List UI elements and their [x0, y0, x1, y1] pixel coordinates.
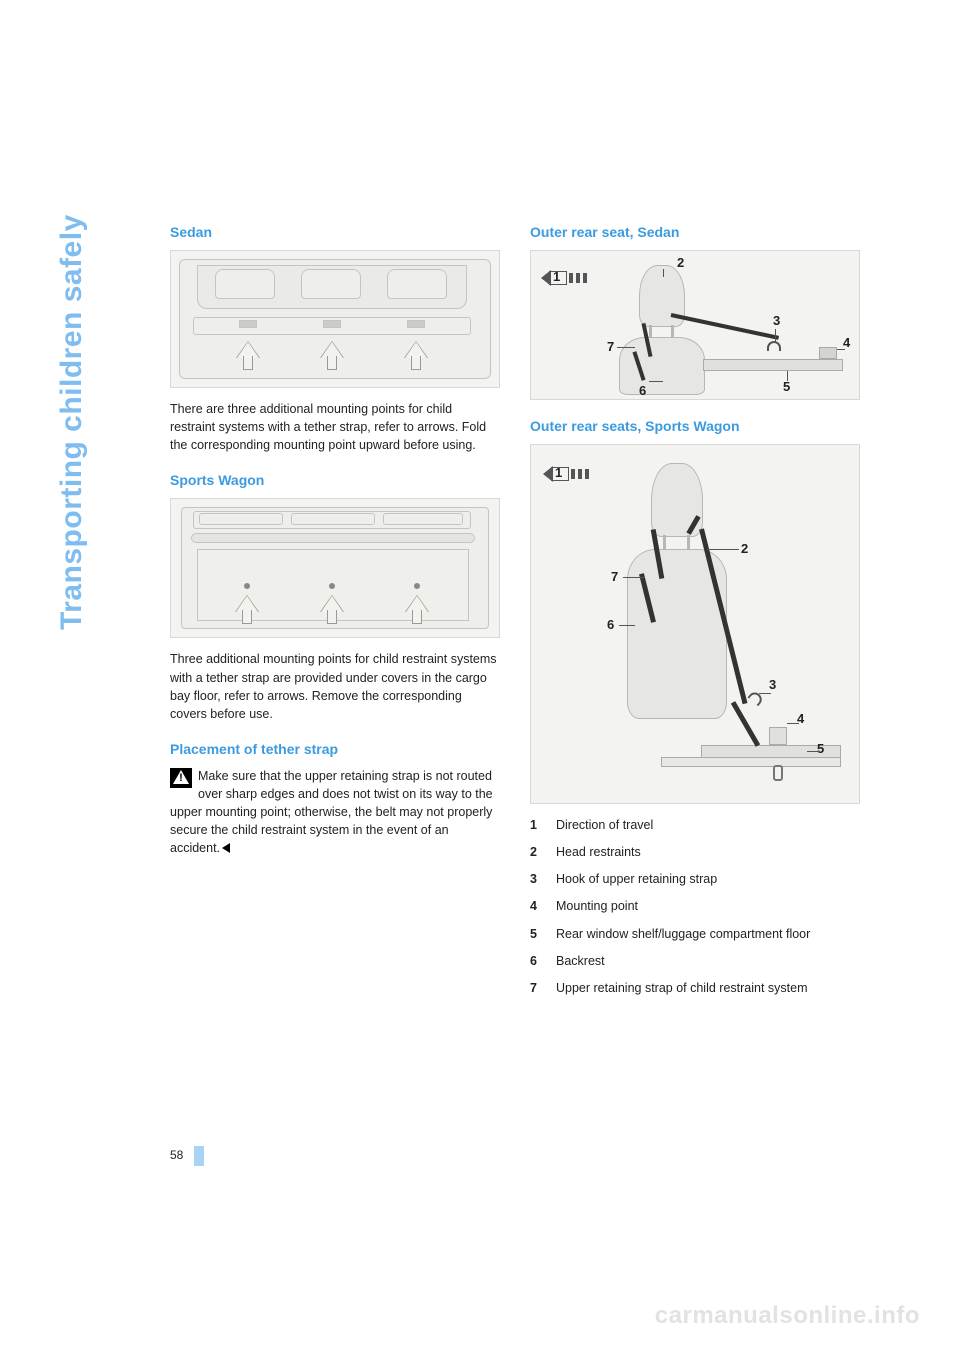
list-item: 4Mounting point — [530, 897, 860, 915]
callout-w1: 1 — [555, 465, 562, 480]
right-column: Outer rear seat, Sedan — [530, 224, 860, 1006]
callout-3: 3 — [773, 313, 780, 328]
warning-block: Make sure that the upper retaining strap… — [170, 767, 500, 858]
heading-outer-sedan: Outer rear seat, Sedan — [530, 224, 860, 240]
content-area: Sedan — [170, 224, 860, 1006]
callout-7: 7 — [607, 339, 614, 354]
callout-legend: 1Direction of travel 2Head restraints 3H… — [530, 816, 860, 1006]
callout-6: 6 — [639, 383, 646, 398]
warning-icon — [170, 768, 192, 788]
page-number: 58 — [170, 1148, 183, 1162]
left-column: Sedan — [170, 224, 500, 1006]
list-item: 3Hook of upper retaining strap — [530, 870, 860, 888]
callout-w3: 3 — [769, 677, 776, 692]
list-item: 7Upper retaining strap of child restrain… — [530, 979, 860, 997]
heading-sedan: Sedan — [170, 224, 500, 240]
figure-tether-sedan: 1 2 3 4 5 6 7 — [530, 250, 860, 400]
heading-outer-wagon: Outer rear seats, Sports Wagon — [530, 418, 860, 434]
figure-tether-wagon: 1 2 3 4 5 6 7 — [530, 444, 860, 804]
text-placement: Make sure that the upper retaining strap… — [170, 769, 493, 856]
list-item: 6Backrest — [530, 952, 860, 970]
page-number-bar — [194, 1146, 204, 1166]
callout-2: 2 — [677, 255, 684, 270]
list-item: 1Direction of travel — [530, 816, 860, 834]
watermark: carmanualsonline.info — [655, 1302, 920, 1330]
list-item: 5Rear window shelf/luggage compartment f… — [530, 925, 860, 943]
figure-sedan-mounts — [170, 250, 500, 388]
callout-4: 4 — [843, 335, 850, 350]
callout-w6: 6 — [607, 617, 614, 632]
figure-wagon-mounts — [170, 498, 500, 638]
callout-w5: 5 — [817, 741, 824, 756]
list-item: 2Head restraints — [530, 843, 860, 861]
end-marker-icon — [222, 843, 230, 853]
text-wagon: Three additional mounting points for chi… — [170, 650, 500, 723]
callout-w2: 2 — [741, 541, 748, 556]
side-title: Transporting children safely — [55, 214, 89, 630]
text-sedan: There are three additional mounting poin… — [170, 400, 500, 454]
heading-placement: Placement of tether strap — [170, 741, 500, 757]
page: Transporting children safely Sedan — [0, 0, 960, 1358]
heading-sports-wagon: Sports Wagon — [170, 472, 500, 488]
callout-w7: 7 — [611, 569, 618, 584]
callout-5: 5 — [783, 379, 790, 394]
callout-1: 1 — [553, 269, 560, 284]
